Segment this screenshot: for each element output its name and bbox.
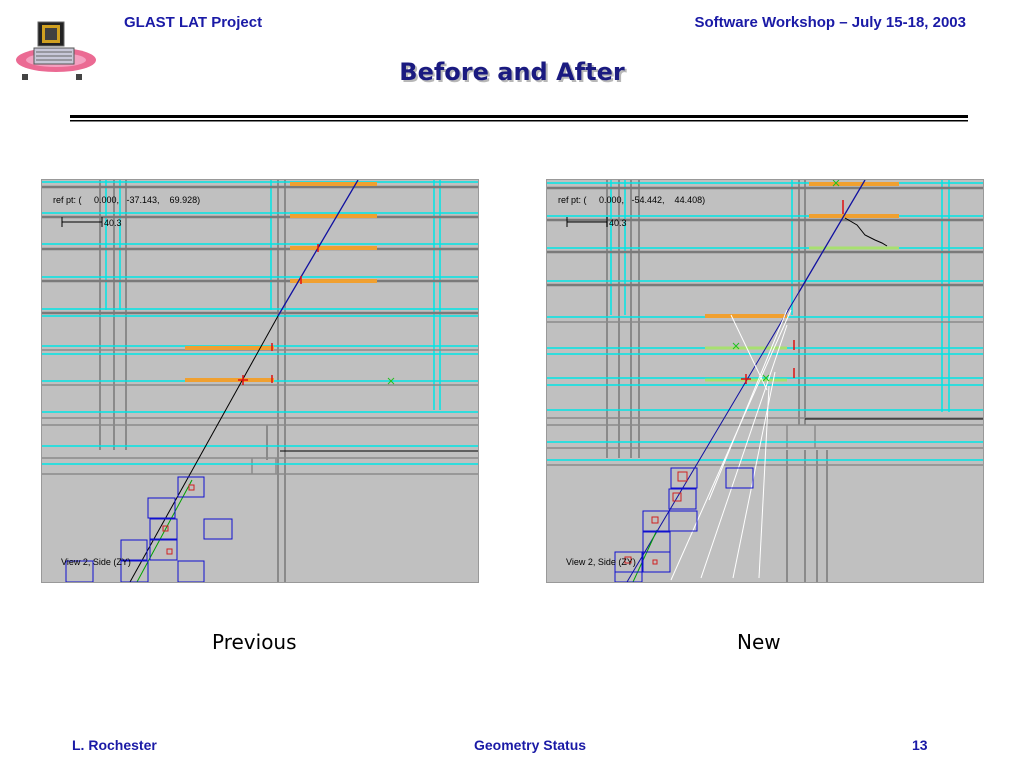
footer-page-number: 13 <box>912 737 928 753</box>
view-label: View 2, Side (ZY) <box>61 557 131 567</box>
ref-point-readout: ref pt: ( 0.000, -37.143, 69.928) <box>53 195 201 205</box>
ref-point-readout: ref pt: ( 0.000, -54.442, 44.408) <box>558 195 706 205</box>
footer-topic: Geometry Status <box>474 737 587 753</box>
header-project: GLAST LAT Project <box>124 14 263 31</box>
view-label: View 2, Side (ZY) <box>566 557 636 567</box>
detector-view-new <box>547 180 983 582</box>
caption-previous: Previous <box>212 630 297 654</box>
slide-title: Before and After <box>399 58 625 86</box>
header-event: Software Workshop – July 15-18, 2003 <box>694 14 966 31</box>
scale-label: 40.3 <box>104 218 122 228</box>
title-divider <box>70 115 968 122</box>
scale-label: 40.3 <box>609 218 627 228</box>
footer-author: L. Rochester <box>72 737 157 753</box>
event-display-previous: ref pt: ( 0.000, -37.143, 69.928) 40.3 V… <box>41 179 479 583</box>
detector-view-previous <box>42 180 478 582</box>
glast-logo-icon <box>12 14 100 84</box>
caption-new: New <box>737 630 781 654</box>
event-display-new: ref pt: ( 0.000, -54.442, 44.408) 40.3 V… <box>546 179 984 583</box>
